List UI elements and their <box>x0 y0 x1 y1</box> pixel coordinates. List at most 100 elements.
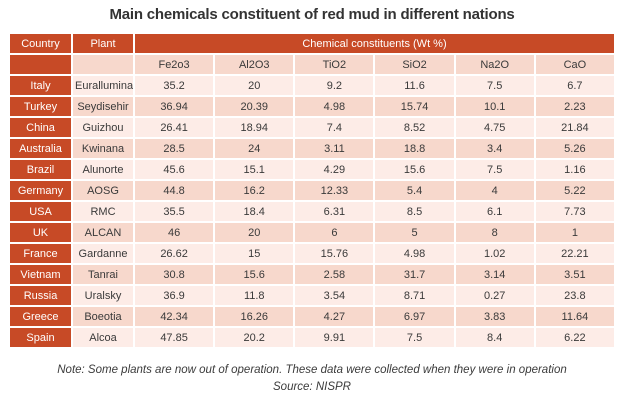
plant-cell: Alunorte <box>73 160 133 179</box>
table-row: Greece Boeotia 42.34 16.26 4.27 6.97 3.83 11.64 <box>10 307 614 326</box>
col-header-chemical-group: Chemical constituents (Wt %) <box>135 34 614 53</box>
value-cell: 4.29 <box>295 160 374 179</box>
value-cell: 18.4 <box>215 202 294 221</box>
value-cell: 2.58 <box>295 265 374 284</box>
value-cell: 28.5 <box>135 139 214 158</box>
plant-cell: ALCAN <box>73 223 133 242</box>
value-cell: 5.26 <box>535 139 614 158</box>
col-header-plant: Plant <box>73 34 133 53</box>
value-cell: 10.1 <box>455 97 534 116</box>
value-cell: 5.22 <box>535 181 614 200</box>
chem-column-header: Fe2o3 <box>135 55 214 74</box>
country-cell: Spain <box>10 328 71 347</box>
table-row: France Gardanne 26.62 15 15.76 4.98 1.02 22.21 <box>10 244 614 263</box>
value-cell: 20.39 <box>215 97 294 116</box>
plant-cell: Kwinana <box>73 139 133 158</box>
country-cell: USA <box>10 202 71 221</box>
value-cell: 18.8 <box>375 139 454 158</box>
value-cell: 7.5 <box>455 160 534 179</box>
country-cell: Brazil <box>10 160 71 179</box>
value-cell: 3.54 <box>295 286 374 305</box>
country-cell: Russia <box>10 286 71 305</box>
country-cell: Italy <box>10 76 71 95</box>
value-cell: 6 <box>295 223 374 242</box>
value-cell: 3.83 <box>455 307 534 326</box>
plant-cell: AOSG <box>73 181 133 200</box>
value-cell: 15 <box>215 244 294 263</box>
value-cell: 20 <box>215 223 294 242</box>
country-cell: Australia <box>10 139 71 158</box>
value-cell: 26.62 <box>135 244 214 263</box>
chem-column-header: Al2O3 <box>215 55 294 74</box>
value-cell: 4.75 <box>455 118 534 137</box>
value-cell: 7.4 <box>295 118 374 137</box>
value-cell: 16.26 <box>215 307 294 326</box>
country-cell: Turkey <box>10 97 71 116</box>
value-cell: 9.2 <box>295 76 374 95</box>
value-cell: 18.94 <box>215 118 294 137</box>
value-cell: 6.22 <box>535 328 614 347</box>
chem-column-header: TiO2 <box>295 55 374 74</box>
value-cell: 7.5 <box>455 76 534 95</box>
chemical-subheader-row: Fe2o3 Al2O3 TiO2 SiO2 Na2O CaO <box>10 55 614 74</box>
value-cell: 3.14 <box>455 265 534 284</box>
value-cell: 11.64 <box>535 307 614 326</box>
value-cell: 4.27 <box>295 307 374 326</box>
value-cell: 16.2 <box>215 181 294 200</box>
plant-cell: Tanrai <box>73 265 133 284</box>
value-cell: 8.5 <box>375 202 454 221</box>
source-text: Source: NISPR <box>273 381 351 394</box>
value-cell: 11.8 <box>215 286 294 305</box>
value-cell: 1.16 <box>535 160 614 179</box>
value-cell: 20.2 <box>215 328 294 347</box>
value-cell: 23.8 <box>535 286 614 305</box>
value-cell: 2.23 <box>535 97 614 116</box>
value-cell: 8.52 <box>375 118 454 137</box>
chem-column-header: CaO <box>535 55 614 74</box>
value-cell: 36.9 <box>135 286 214 305</box>
value-cell: 15.76 <box>295 244 374 263</box>
plant-cell: RMC <box>73 202 133 221</box>
value-cell: 35.5 <box>135 202 214 221</box>
table-row: Germany AOSG 44.8 16.2 12.33 5.4 4 5.22 <box>10 181 614 200</box>
value-cell: 47.85 <box>135 328 214 347</box>
value-cell: 22.21 <box>535 244 614 263</box>
value-cell: 15.6 <box>375 160 454 179</box>
table-row: Spain Alcoa 47.85 20.2 9.91 7.5 8.4 6.22 <box>10 328 614 347</box>
red-mud-table: Country Plant Chemical constituents (Wt … <box>8 32 616 349</box>
subheader-country-spacer <box>10 55 71 74</box>
table-row: Italy Eurallumina 35.2 20 9.2 11.6 7.5 6.7 <box>10 76 614 95</box>
value-cell: 26.41 <box>135 118 214 137</box>
plant-cell: Uralsky <box>73 286 133 305</box>
value-cell: 35.2 <box>135 76 214 95</box>
table-row: Vietnam Tanrai 30.8 15.6 2.58 31.7 3.14 3.51 <box>10 265 614 284</box>
value-cell: 6.1 <box>455 202 534 221</box>
plant-cell: Guizhou <box>73 118 133 137</box>
value-cell: 15.1 <box>215 160 294 179</box>
chem-column-header: Na2O <box>455 55 534 74</box>
table-row: UK ALCAN 46 20 6 5 8 1 <box>10 223 614 242</box>
group-header-row: Country Plant Chemical constituents (Wt … <box>10 34 614 53</box>
table-row: USA RMC 35.5 18.4 6.31 8.5 6.1 7.73 <box>10 202 614 221</box>
table-row: Brazil Alunorte 45.6 15.1 4.29 15.6 7.5 1.16 <box>10 160 614 179</box>
value-cell: 3.4 <box>455 139 534 158</box>
table-row: Australia Kwinana 28.5 24 3.11 18.8 3.4 5.26 <box>10 139 614 158</box>
value-cell: 6.31 <box>295 202 374 221</box>
plant-cell: Alcoa <box>73 328 133 347</box>
value-cell: 8.4 <box>455 328 534 347</box>
country-cell: France <box>10 244 71 263</box>
value-cell: 45.6 <box>135 160 214 179</box>
value-cell: 36.94 <box>135 97 214 116</box>
table-row: Russia Uralsky 36.9 11.8 3.54 8.71 0.27 23.8 <box>10 286 614 305</box>
country-cell: Germany <box>10 181 71 200</box>
value-cell: 4.98 <box>295 97 374 116</box>
value-cell: 1 <box>535 223 614 242</box>
chem-column-header: SiO2 <box>375 55 454 74</box>
table-row: China Guizhou 26.41 18.94 7.4 8.52 4.75 21.84 <box>10 118 614 137</box>
value-cell: 4 <box>455 181 534 200</box>
value-cell: 8.71 <box>375 286 454 305</box>
plant-cell: Gardanne <box>73 244 133 263</box>
value-cell: 6.97 <box>375 307 454 326</box>
value-cell: 5 <box>375 223 454 242</box>
